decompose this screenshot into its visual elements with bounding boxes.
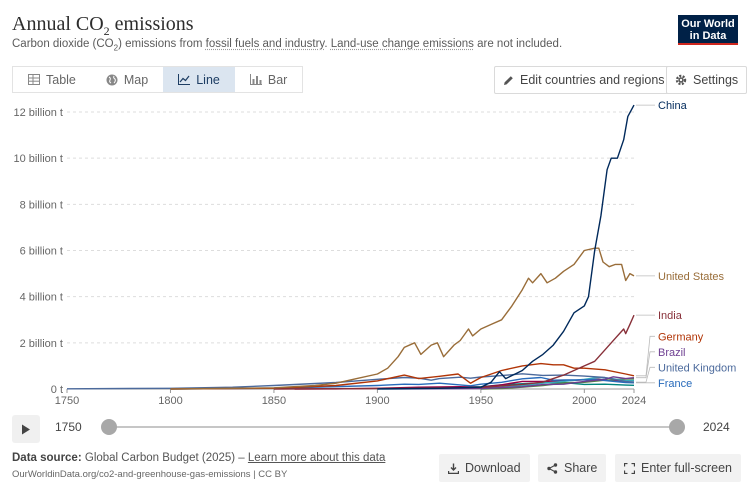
y-tick-label: 10 billion t: [13, 153, 63, 165]
play-icon: [22, 424, 30, 434]
download-label: Download: [465, 461, 521, 475]
series-label-brazil: Brazil: [658, 347, 686, 359]
download-button[interactable]: Download: [439, 454, 530, 482]
timeline-track[interactable]: [108, 426, 677, 428]
source-prefix: Data source:: [12, 452, 82, 464]
y-tick-label: 6 billion t: [20, 246, 63, 258]
edit-countries-button[interactable]: Edit countries and regions: [494, 66, 674, 94]
tab-map[interactable]: Map: [91, 67, 163, 92]
series-line-china: [377, 104, 635, 390]
timeline-end-year: 2024: [703, 420, 730, 434]
tab-line-label: Line: [196, 72, 220, 87]
owid-logo[interactable]: Our World in Data: [678, 15, 738, 45]
series-line-brazil: [377, 376, 635, 390]
chart-subtitle: Carbon dioxide (CO2) emissions from foss…: [12, 38, 563, 53]
line-chart: 0 t 2 billion t 4 billion t 6 billion t 8 bi…: [13, 100, 736, 407]
y-tick-label: 12 billion t: [13, 107, 63, 119]
expand-icon: [624, 462, 635, 474]
series-label-united-states: United States: [658, 271, 725, 283]
y-tick-label: 2 billion t: [20, 338, 63, 350]
land-use-link[interactable]: Land-use change emissions: [330, 38, 474, 50]
series-line-united-kingdom: [66, 373, 635, 390]
download-icon: [448, 463, 459, 474]
logo-accent-bar: [678, 43, 738, 45]
tab-line[interactable]: Line: [163, 67, 235, 92]
logo-line1: Our World: [681, 18, 735, 30]
share-icon: [547, 462, 558, 474]
share-button[interactable]: Share: [538, 454, 607, 482]
x-tick-label: 1750: [55, 395, 79, 407]
x-tick-label: 2000: [572, 395, 596, 407]
share-label: Share: [564, 461, 598, 475]
source-text: Global Carbon Budget (2025) –: [84, 452, 245, 464]
view-tabs: Table Map Line Bar: [12, 66, 304, 93]
chart-title: Annual CO2 emissions: [12, 13, 194, 38]
globe-icon: [106, 74, 118, 85]
x-tick-label: 1900: [365, 395, 389, 407]
fullscreen-label: Enter full-screen: [641, 461, 733, 475]
gear-icon: [675, 74, 687, 86]
fullscreen-button[interactable]: Enter full-screen: [615, 454, 742, 482]
timeline: 1750 2024: [0, 412, 754, 443]
series-line-germany: [170, 362, 635, 390]
series-line-india: [273, 314, 635, 390]
x-tick-label: 1850: [262, 395, 286, 407]
line-chart-icon: [178, 74, 191, 85]
table-icon: [28, 74, 40, 85]
data-source: Data source: Global Carbon Budget (2025)…: [12, 452, 385, 464]
series-label-china: China: [658, 100, 688, 112]
y-tick-label: 8 billion t: [20, 199, 63, 211]
x-tick-label: 1800: [158, 395, 182, 407]
edit-countries-label: Edit countries and regions: [520, 73, 665, 87]
series-label-india: India: [658, 310, 683, 322]
label-connector-united-kingdom: [636, 366, 655, 383]
tab-bar[interactable]: Bar: [235, 67, 302, 92]
x-tick-label: 2024: [622, 395, 646, 407]
y-tick-label: 0 t: [51, 384, 63, 396]
series-line-united-states: [170, 247, 635, 390]
pencil-icon: [504, 75, 513, 85]
timeline-start-year: 1750: [55, 420, 82, 434]
tab-bar-label: Bar: [267, 72, 288, 87]
y-tick-label: 4 billion t: [20, 292, 63, 304]
logo-line2: in Data: [689, 30, 727, 42]
tab-table-label: Table: [46, 72, 76, 87]
series-label-france: France: [658, 378, 692, 390]
play-button[interactable]: [12, 415, 40, 443]
tab-map-label: Map: [123, 72, 149, 87]
timeline-end-handle[interactable]: [669, 419, 685, 435]
timeline-start-handle[interactable]: [101, 419, 117, 435]
learn-more-link[interactable]: Learn more about this data: [247, 452, 386, 464]
page-url[interactable]: OurWorldinData.org/co2-and-greenhouse-ga…: [12, 469, 288, 480]
settings-button[interactable]: Settings: [666, 66, 748, 94]
series-label-germany: Germany: [658, 331, 704, 343]
settings-label: Settings: [693, 73, 739, 87]
bar-chart-icon: [249, 74, 262, 85]
series-label-united-kingdom: United Kingdom: [658, 362, 736, 374]
fossil-fuels-link[interactable]: fossil fuels and industry: [205, 38, 325, 50]
label-connector-brazil: [636, 351, 655, 379]
label-connector-germany: [636, 335, 655, 377]
tab-table[interactable]: Table: [13, 67, 91, 92]
x-tick-label: 1950: [469, 395, 493, 407]
